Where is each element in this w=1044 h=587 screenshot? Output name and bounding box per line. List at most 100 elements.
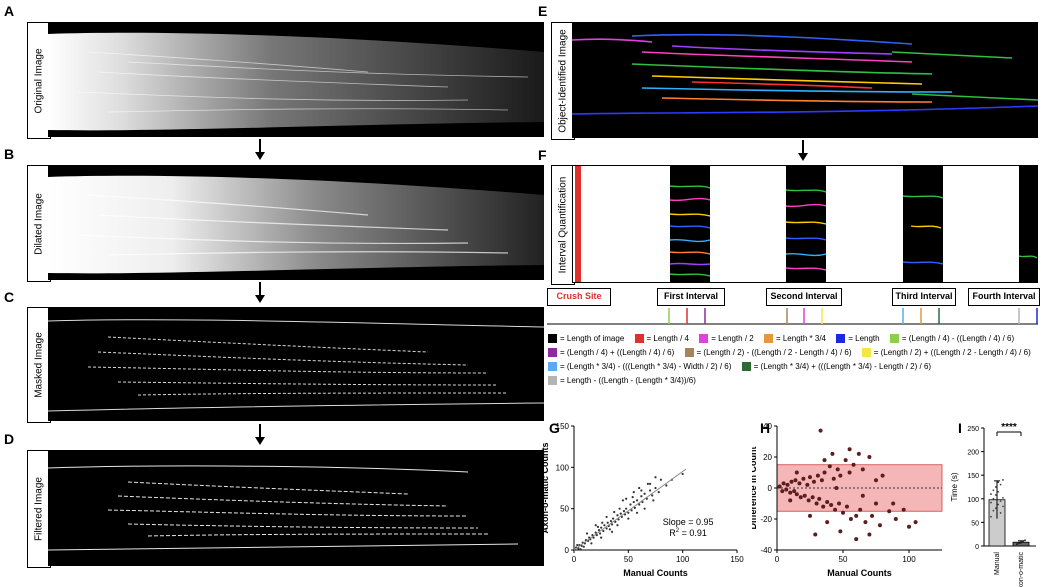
data-point	[617, 518, 620, 521]
data-point	[825, 520, 830, 525]
data-point	[801, 476, 806, 481]
data-point	[646, 482, 649, 485]
data-point	[887, 509, 892, 514]
category-label: Manual	[994, 552, 1001, 575]
data-point	[640, 489, 643, 492]
data-point	[596, 525, 600, 528]
y-tick-label: 50	[560, 505, 569, 514]
third-interval-label: Third Interval	[892, 288, 956, 306]
x-axis-label: Manual Counts	[827, 568, 892, 578]
data-point	[654, 486, 657, 490]
data-point	[815, 473, 820, 478]
data-point	[613, 510, 616, 514]
y-tick-label: 100	[556, 463, 570, 472]
data-point	[880, 473, 885, 478]
data-point	[847, 447, 852, 452]
data-point	[788, 498, 793, 503]
data-point	[781, 481, 786, 486]
legend-row-1: = Length of image = Length / 4 = Length …	[546, 334, 1020, 344]
data-point	[638, 503, 641, 506]
data-point	[616, 524, 619, 527]
data-point	[785, 482, 790, 487]
data-point	[610, 523, 614, 526]
data-point	[994, 507, 997, 510]
legend-row-4: = Length - ((Length - (Length * 3/4))/6)	[546, 376, 702, 386]
panel-b-image	[48, 165, 544, 280]
legend-row-2: = (Length / 4) + ((Length / 4) / 6) = (L…	[546, 348, 1037, 358]
data-point	[813, 532, 818, 537]
second-interval-label: Second Interval	[766, 288, 842, 306]
data-point	[576, 543, 579, 547]
data-point	[811, 479, 816, 484]
legend-item: = (Length / 2) + ((Length / 2 - Length /…	[860, 348, 1031, 358]
interval-tick-marks	[547, 308, 1038, 325]
data-point	[605, 515, 608, 519]
data-point	[632, 500, 635, 504]
data-point	[627, 517, 630, 520]
data-point	[822, 458, 827, 463]
data-point	[907, 524, 911, 529]
panel-c-letter: C	[4, 289, 15, 305]
y-tick-label: 0	[975, 544, 979, 551]
fourth-interval-image	[1019, 166, 1037, 282]
data-point	[793, 478, 798, 483]
data-point	[992, 509, 995, 512]
data-point	[631, 495, 634, 499]
data-point	[860, 467, 865, 472]
data-point	[818, 428, 823, 433]
data-point	[632, 491, 635, 494]
second-interval-image	[786, 166, 826, 282]
data-point	[810, 495, 815, 500]
data-point	[794, 470, 799, 475]
data-point	[1002, 505, 1004, 508]
data-point	[598, 532, 602, 535]
data-point	[798, 495, 803, 500]
data-point	[648, 489, 652, 492]
data-point	[874, 478, 878, 483]
data-point	[992, 497, 995, 500]
r2-annotation: R2 = 0.91	[669, 528, 707, 538]
legend-item: = Length * 3/4	[762, 334, 826, 344]
data-point	[851, 462, 856, 467]
legend-item: = (Length / 2) - ((Length / 2 - Length /…	[683, 348, 852, 358]
first-interval-label: First Interval	[657, 288, 725, 306]
data-point	[893, 517, 898, 521]
x-tick-label: 150	[730, 555, 744, 564]
data-point	[1022, 540, 1024, 543]
y-tick-label: 100	[967, 497, 979, 504]
data-point	[819, 478, 824, 483]
crush-site-label: Crush Site	[547, 288, 611, 306]
data-point	[867, 455, 872, 459]
data-point	[603, 524, 606, 527]
fourth-interval-label: Fourth Interval	[968, 288, 1040, 306]
data-point	[844, 504, 849, 509]
panel-i-letter: I	[958, 420, 962, 436]
y-tick-label: 20	[763, 453, 772, 462]
data-point	[602, 529, 605, 533]
data-point	[681, 472, 684, 476]
data-point	[609, 519, 613, 523]
third-interval-image	[903, 166, 943, 282]
data-point	[595, 534, 598, 537]
data-point	[643, 492, 646, 495]
data-point	[835, 467, 840, 472]
data-point	[635, 511, 639, 514]
chart-i: 0 50 100 150 200 250 Time (s) Manual Axon-o-mati…	[950, 422, 1036, 587]
data-point	[999, 500, 1002, 503]
y-tick-label: 0	[565, 546, 570, 555]
legend-item: = Length	[834, 334, 880, 344]
y-tick-label: -40	[760, 546, 772, 555]
data-point	[654, 476, 657, 479]
data-point	[870, 513, 875, 518]
data-point	[838, 529, 843, 534]
data-point	[608, 528, 611, 531]
data-point	[833, 507, 838, 512]
data-point	[659, 478, 663, 481]
data-point	[834, 486, 839, 490]
data-point	[848, 517, 853, 521]
data-point	[901, 507, 906, 512]
data-point	[652, 499, 655, 502]
data-point	[592, 536, 595, 539]
data-point	[806, 498, 811, 503]
y-tick-label: 150	[556, 422, 570, 431]
